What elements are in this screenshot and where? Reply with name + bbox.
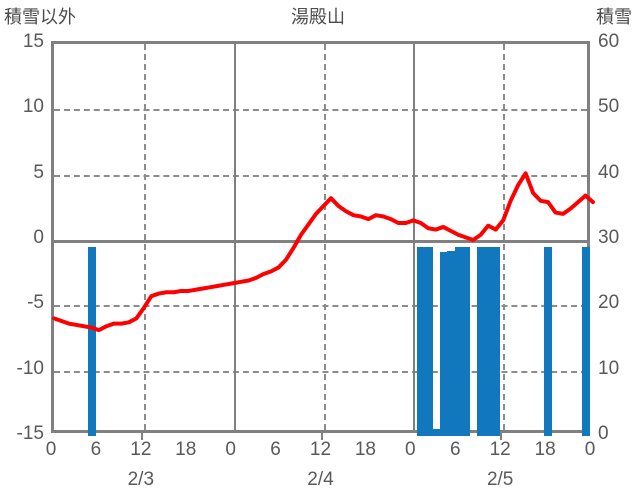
horizontal-gridline [54, 370, 587, 373]
x-axis-date-label: 2/4 [307, 469, 334, 490]
x-axis-tick-label: 12 [130, 439, 152, 460]
right-axis-tick-label: 10 [598, 357, 620, 379]
horizontal-gridline [54, 305, 587, 308]
snow-depth-bar [461, 246, 471, 436]
zero-line [54, 240, 587, 243]
plot-inner [52, 44, 595, 436]
snow-depth-bar [454, 246, 463, 436]
right-axis-tick-label: 50 [598, 96, 620, 118]
snow-depth-bar [424, 246, 433, 436]
right-axis-tick-label: 20 [598, 292, 620, 314]
x-axis-tick-label: 6 [90, 439, 102, 460]
day-separator [233, 44, 236, 430]
horizontal-gridline [54, 174, 587, 177]
snow-depth-bar [439, 251, 448, 436]
left-axis-tick-label: -5 [27, 292, 44, 314]
x-axis-tick-label: 0 [45, 439, 57, 460]
x-axis-tick-mark [500, 433, 503, 440]
right-axis-tick-label: 30 [598, 227, 620, 248]
x-axis-tick-label: 18 [175, 439, 197, 460]
vertical-gridline [143, 44, 146, 430]
x-axis-tick-mark [140, 433, 143, 440]
snow-depth-bar [87, 246, 96, 436]
x-axis-tick-label: 0 [405, 439, 416, 460]
snow-depth-bar [476, 246, 486, 436]
right-axis-unit-label: 積雪 [596, 7, 632, 27]
precipitation-line-chart [52, 171, 595, 333]
x-axis-tick-label: 18 [354, 439, 376, 460]
precipitation-line [52, 171, 595, 333]
x-axis-tick-label: 12 [489, 439, 511, 460]
left-axis-tick-label: -10 [16, 357, 44, 379]
snow-depth-bar [447, 251, 456, 436]
x-axis-tick-label: 6 [449, 439, 461, 460]
snow-depth-bar [484, 246, 493, 436]
right-axis-tick-label: 40 [598, 161, 620, 183]
vertical-gridline [503, 44, 506, 430]
right-axis-tick-label: 60 [598, 31, 620, 52]
horizontal-gridline [54, 109, 587, 112]
snow-depth-bar [417, 246, 426, 436]
x-axis-tick-label: 12 [309, 439, 332, 460]
left-axis-unit-label: 積雪以外 [4, 7, 76, 27]
snow-depth-bar [432, 429, 441, 436]
snow-depth-bar [544, 246, 553, 436]
left-axis-tick-label: 10 [22, 96, 44, 118]
left-axis-tick-label: 5 [33, 161, 44, 183]
x-axis-tick-label: 0 [584, 439, 596, 460]
right-axis-tick-label: 0 [598, 423, 609, 444]
day-separator [413, 44, 416, 430]
x-axis-tick-label: 6 [270, 439, 281, 460]
snow-depth-bar [581, 246, 590, 436]
plot-area [51, 41, 595, 436]
x-axis-tick-label: 18 [534, 439, 556, 460]
chart-title: 湯殿山 [291, 7, 345, 27]
vertical-gridline [323, 44, 326, 430]
x-axis-tick-label: 0 [225, 439, 236, 460]
x-axis-tick-mark [320, 433, 323, 440]
x-axis-date-label: 2/3 [127, 469, 155, 490]
x-axis-date-label: 2/5 [486, 469, 514, 490]
left-axis-tick-label: 0 [33, 227, 44, 248]
left-axis-tick-label: -15 [16, 423, 44, 444]
snow-depth-bar [491, 246, 501, 436]
left-axis-tick-label: 15 [22, 31, 44, 52]
